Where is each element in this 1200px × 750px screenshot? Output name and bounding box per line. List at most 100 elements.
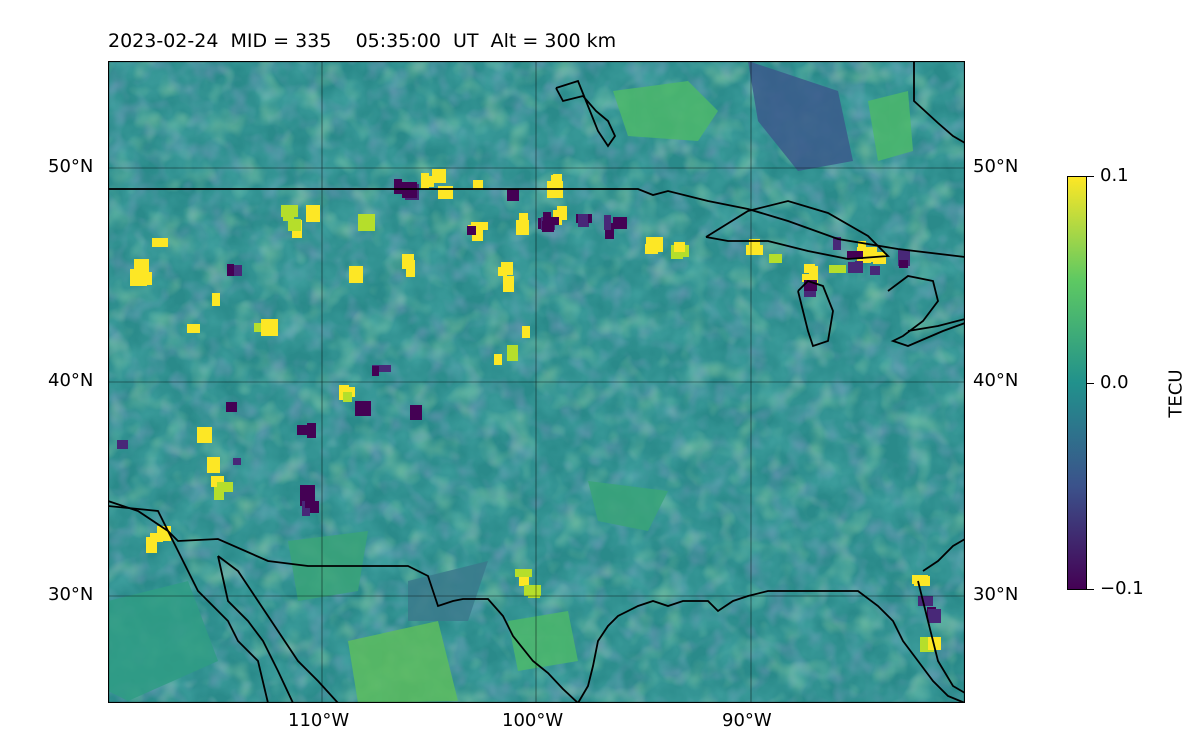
anomaly-high-pixel — [802, 274, 813, 282]
anomaly-low-pixel — [847, 251, 863, 259]
anomaly-low-pixel — [302, 501, 310, 516]
anomaly-low-pixel — [117, 440, 128, 449]
anomaly-low-pixel — [394, 179, 402, 194]
anomaly-high-pixel — [522, 326, 530, 338]
anomaly-high-pixel — [254, 323, 262, 332]
anomaly-low-pixel — [578, 214, 588, 225]
anomaly-high-pixel — [809, 266, 818, 283]
anomaly-low-pixel — [604, 215, 611, 230]
colorbar — [1067, 176, 1087, 590]
lat-label-50-left: 50°N — [48, 156, 94, 177]
anomaly-high-pixel — [471, 222, 488, 230]
anomaly-high-pixel — [211, 476, 224, 487]
anomaly-low-pixel — [297, 425, 308, 435]
anomaly-low-pixel — [467, 226, 476, 235]
lat-label-40-left: 40°N — [48, 370, 94, 391]
colorbar-unit: TECU — [1165, 369, 1187, 418]
lat-label-30-left: 30°N — [48, 584, 94, 605]
anomaly-high-pixel — [651, 237, 662, 250]
coastlines — [108, 61, 965, 703]
anomaly-low-pixel — [918, 596, 933, 606]
anomaly-high-pixel — [146, 537, 157, 553]
anomaly-low-pixel — [855, 261, 863, 273]
anomaly-high-pixel — [674, 242, 685, 252]
anomaly-high-pixel — [858, 241, 866, 251]
anomaly-low-pixel — [227, 265, 242, 276]
anomaly-low-pixel — [833, 237, 841, 250]
anomaly-high-pixel — [438, 186, 453, 199]
anomaly-high-pixel — [507, 345, 518, 361]
anomaly-low-pixel — [372, 366, 379, 376]
lon-label-90w: 90°W — [722, 710, 772, 731]
anomaly-high-pixel — [425, 176, 434, 187]
anomaly-high-pixel — [914, 576, 930, 586]
anomaly-high-pixel — [501, 262, 513, 275]
anomaly-low-pixel — [355, 401, 371, 416]
colorbar-label-zero: 0.0 — [1100, 372, 1129, 393]
anomaly-high-pixel — [432, 169, 446, 183]
anomaly-high-pixel — [524, 585, 541, 596]
tec-map — [108, 61, 965, 703]
anomaly-high-pixel — [746, 245, 763, 255]
anomaly-high-pixel — [749, 239, 760, 247]
anomaly-low-pixel — [870, 266, 880, 275]
anomaly-high-pixel — [494, 354, 502, 365]
colorbar-tick-zero — [1087, 383, 1094, 384]
anomaly-high-pixel — [504, 281, 512, 289]
anomaly-low-pixel — [613, 217, 627, 229]
map-border — [108, 61, 965, 703]
anomaly-high-pixel — [212, 293, 220, 306]
anomaly-low-pixel — [307, 423, 316, 438]
anomaly-high-pixel — [473, 180, 483, 190]
lat-label-40-right: 40°N — [973, 370, 1019, 391]
anomaly-high-pixel — [288, 219, 301, 231]
anomaly-high-pixel — [261, 319, 278, 336]
anomaly-high-pixel — [406, 260, 415, 277]
anomaly-low-pixel — [226, 402, 237, 412]
anomaly-high-pixel — [358, 214, 375, 231]
anomaly-high-pixel — [207, 457, 220, 473]
anomaly-low-pixel — [547, 217, 559, 225]
anomaly-low-pixel — [507, 189, 519, 201]
anomaly-low-pixel — [804, 280, 817, 291]
anomaly-high-pixel — [516, 220, 529, 235]
tec-patches — [108, 61, 913, 703]
anomaly-high-pixel — [515, 569, 532, 577]
lat-label-50-right: 50°N — [973, 156, 1019, 177]
anomaly-high-pixel — [343, 392, 352, 402]
anomaly-low-pixel — [376, 365, 391, 372]
anomaly-low-pixel — [899, 260, 908, 268]
anomaly-high-pixel — [865, 247, 877, 258]
lon-label-100w: 100°W — [502, 710, 564, 731]
anomaly-high-pixel — [283, 206, 294, 221]
anomaly-high-pixel — [306, 205, 320, 222]
anomaly-high-pixel — [152, 238, 168, 247]
anomaly-low-pixel — [605, 223, 614, 239]
colorbar-tick-min — [1087, 589, 1094, 590]
anomaly-low-pixel — [305, 494, 315, 508]
anomaly-low-pixel — [410, 405, 422, 420]
anomaly-high-pixel — [551, 175, 560, 183]
anomaly-low-pixel — [233, 458, 241, 465]
colorbar-tick-max — [1087, 176, 1094, 177]
anomaly-high-pixel — [349, 266, 363, 283]
anomaly-high-pixel — [519, 572, 529, 586]
colorbar-label-min: −0.1 — [1100, 578, 1144, 599]
anomaly-high-pixel — [217, 482, 233, 492]
anomaly-high-pixel — [214, 487, 224, 500]
lat-label-30-right: 30°N — [973, 584, 1019, 605]
anomaly-high-pixel — [519, 213, 528, 222]
anomaly-low-pixel — [848, 262, 855, 273]
plot-title: 2023-02-24 MID = 335 05:35:00 UT Alt = 3… — [108, 30, 617, 52]
anomaly-high-pixel — [187, 324, 200, 333]
colorbar-label-max: 0.1 — [1100, 165, 1129, 186]
anomaly-low-pixel — [227, 264, 234, 276]
anomaly-low-pixel — [402, 182, 417, 198]
anomaly-low-pixel — [928, 609, 941, 623]
anomaly-high-pixel — [197, 427, 212, 443]
anomaly-high-pixel — [472, 227, 483, 241]
lon-label-110w: 110°W — [288, 710, 350, 731]
anomaly-high-pixel — [130, 269, 147, 286]
anomaly-high-pixel — [769, 254, 782, 263]
tec-map-svg — [108, 61, 965, 703]
